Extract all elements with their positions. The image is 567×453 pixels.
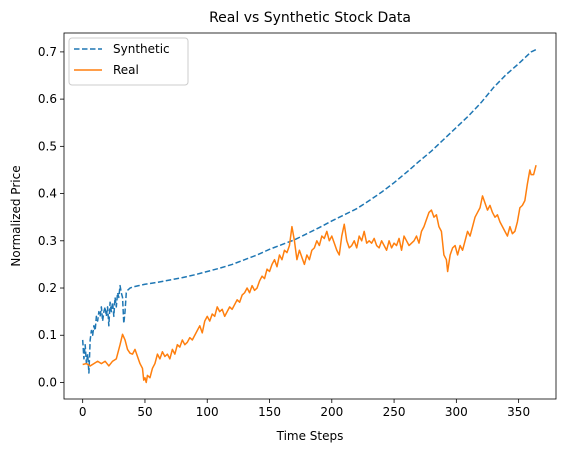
plot-frame [63, 32, 557, 400]
series-layer [81, 48, 537, 384]
y-tick-label: 0.3 [38, 234, 57, 248]
y-tick-label: 0.7 [38, 45, 57, 59]
series-line-synthetic [81, 48, 537, 374]
y-axis-label: Normalized Price [9, 165, 23, 266]
y-tick-label: 0.2 [38, 281, 57, 295]
x-tick-label: 200 [320, 405, 343, 419]
y-axis: 0.0 0.1 0.2 0.3 0.4 0.5 0.6 0.7 [38, 45, 64, 389]
y-tick-label: 0.5 [38, 139, 57, 153]
x-axis: 0 50 100 150 200 250 300 350 [79, 399, 530, 419]
y-tick-label: 0.6 [38, 92, 57, 106]
x-tick-label: 50 [137, 405, 152, 419]
legend-label: Synthetic [113, 42, 170, 56]
x-axis-label: Time Steps [276, 429, 344, 443]
x-tick-label: 350 [507, 405, 530, 419]
x-tick-label: 0 [79, 405, 87, 419]
y-tick-label: 0.1 [38, 328, 57, 342]
legend-label: Real [113, 63, 139, 77]
x-tick-label: 300 [445, 405, 468, 419]
chart-title: Real vs Synthetic Stock Data [209, 10, 411, 26]
x-tick-label: 250 [383, 405, 406, 419]
x-tick-label: 100 [196, 405, 219, 419]
series-line-real [82, 165, 537, 384]
x-tick-label: 150 [258, 405, 281, 419]
legend: Synthetic Real [68, 37, 189, 86]
y-tick-label: 0.0 [38, 375, 57, 389]
y-tick-label: 0.4 [38, 187, 57, 201]
